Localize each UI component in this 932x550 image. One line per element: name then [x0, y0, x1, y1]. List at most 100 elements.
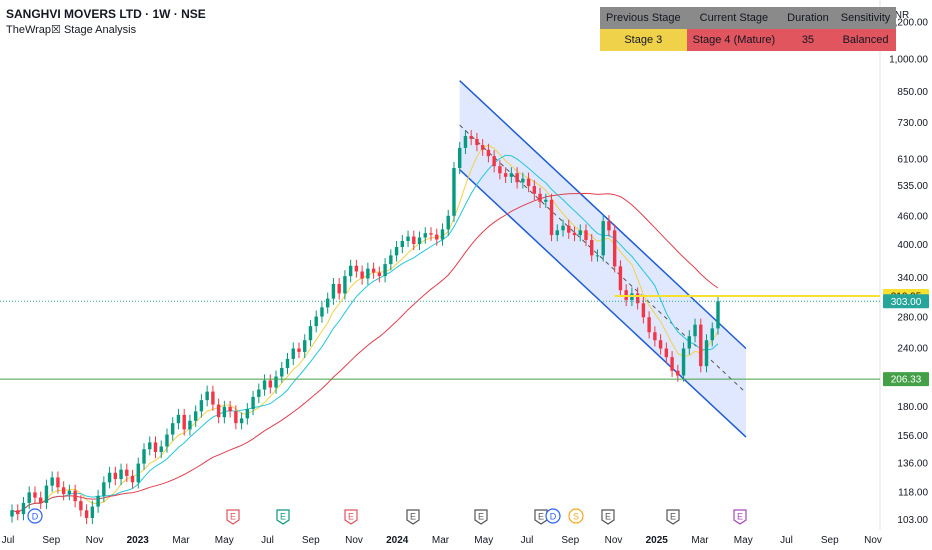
candle: [205, 385, 209, 407]
price-tag-bg: [883, 294, 929, 309]
candle: [165, 428, 169, 453]
candle-body: [360, 271, 364, 279]
candle-body: [423, 233, 427, 238]
candle-body: [526, 178, 531, 187]
candle: [578, 224, 582, 242]
candle-body: [572, 232, 577, 236]
candle: [274, 370, 278, 394]
candle-body: [153, 442, 158, 453]
x-tick-label: Nov: [345, 535, 363, 546]
candle-body: [205, 391, 209, 401]
candle-body: [325, 298, 330, 308]
x-tick-label: Nov: [864, 535, 882, 546]
candle-body: [567, 225, 571, 233]
candle-body: [394, 247, 399, 256]
candle: [314, 310, 318, 333]
y-tick-label: 118.00: [898, 487, 928, 498]
candle: [142, 443, 146, 470]
price-tag-bg: [883, 372, 929, 387]
candle-body: [670, 357, 674, 371]
event-marker: E: [534, 509, 548, 525]
candle-body: [647, 317, 651, 333]
candle-body: [509, 173, 514, 177]
event-marker: E: [226, 509, 240, 525]
event-marker-letter: D: [32, 512, 39, 522]
candle-body: [165, 434, 169, 447]
event-marker-shield: [344, 509, 358, 525]
x-tick-label: Nov: [86, 535, 104, 546]
event-marker-letter: E: [538, 512, 544, 522]
candle: [515, 167, 519, 189]
candle-body: [544, 199, 548, 202]
event-marker-letter: E: [280, 512, 286, 522]
candle-body: [96, 495, 100, 507]
candle: [107, 466, 112, 489]
candle-body: [653, 332, 657, 341]
candle-body: [584, 230, 588, 240]
candle: [394, 241, 399, 262]
candle-body: [595, 255, 600, 257]
ma-fast-line: [11, 144, 719, 513]
y-tick-label: 610.00: [897, 154, 928, 165]
candle: [245, 403, 250, 425]
candle: [526, 172, 531, 193]
candle: [119, 463, 123, 486]
candle-body: [102, 482, 106, 496]
candle: [555, 224, 559, 242]
candle-body: [125, 469, 129, 476]
candle-body: [337, 283, 341, 294]
event-marker-shield: [276, 509, 290, 525]
candle-body: [303, 340, 307, 352]
candle-body: [44, 485, 49, 503]
candle: [188, 414, 192, 436]
candle: [331, 277, 336, 305]
event-marker-letter: E: [230, 512, 236, 522]
candle: [710, 322, 714, 347]
candle-body: [193, 411, 198, 421]
event-marker-letter: E: [348, 512, 354, 522]
candle: [612, 224, 617, 273]
candle-body: [297, 348, 301, 352]
candle-body: [142, 449, 146, 464]
candle-body: [429, 233, 433, 235]
candle: [521, 172, 525, 189]
candle: [348, 259, 353, 283]
stage-header-sensitivity: Sensitivity: [834, 7, 897, 29]
candle-body: [498, 166, 502, 174]
event-marker: S: [568, 508, 584, 524]
candle: [257, 383, 261, 404]
candle-body: [371, 268, 376, 273]
candle: [27, 486, 31, 510]
candle-body: [412, 236, 416, 244]
x-tick-label: May: [734, 535, 753, 546]
candle: [417, 231, 422, 251]
x-tick-label: May: [215, 535, 234, 546]
candle: [687, 330, 692, 355]
candle-body: [50, 477, 54, 486]
candle: [343, 270, 347, 300]
candle: [406, 230, 410, 248]
candle-body: [67, 490, 72, 495]
price-tag-label: 303.00: [891, 297, 922, 308]
candle-body: [492, 156, 496, 167]
candle-body: [457, 147, 462, 168]
y-tick-label: 850.00: [897, 87, 928, 98]
y-tick-label: 1,000.00: [889, 54, 928, 65]
candle: [452, 161, 456, 222]
candle-body: [107, 472, 112, 483]
stage-value-sensitivity: Balanced: [834, 29, 897, 51]
candle-body: [16, 510, 20, 515]
candle: [96, 489, 100, 513]
event-marker: E: [344, 509, 358, 525]
candle-body: [199, 400, 204, 412]
x-tick-label: Mar: [691, 535, 709, 546]
x-tick-label: May: [474, 535, 493, 546]
x-tick-label: Sep: [302, 535, 320, 546]
event-marker-shield: [534, 509, 548, 525]
event-marker: E: [276, 509, 290, 525]
candle: [412, 230, 416, 251]
candle: [79, 495, 83, 517]
x-tick-label: Sep: [821, 535, 839, 546]
candle: [647, 311, 651, 339]
